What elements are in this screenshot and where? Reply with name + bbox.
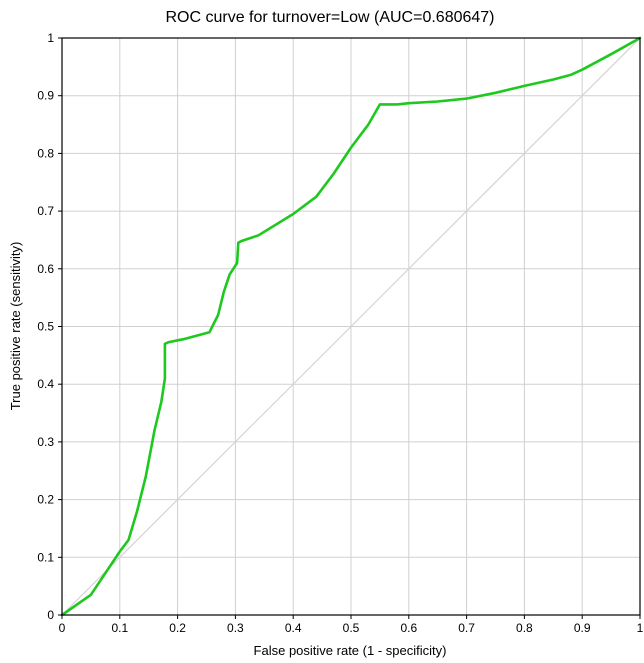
y-tick-label: 0.5: [37, 320, 54, 334]
x-tick-label: 1: [637, 621, 644, 635]
y-tick-label: 0.1: [37, 550, 54, 564]
y-tick-label: 0.8: [37, 146, 54, 160]
x-tick-labels: 0 0.1 0.2 0.3 0.4 0.5 0.6 0.7 0.8 0.9 1: [59, 621, 644, 635]
axis-ticks: [58, 37, 641, 619]
y-axis-label: True positive rate (sensitivity): [8, 242, 23, 411]
y-tick-label: 0.9: [37, 89, 54, 103]
x-tick-label: 0: [59, 621, 66, 635]
x-tick-label: 0.9: [574, 621, 591, 635]
y-tick-label: 0.3: [37, 435, 54, 449]
x-tick-label: 0.3: [227, 621, 244, 635]
y-tick-label: 0.6: [37, 262, 54, 276]
y-tick-labels: 0 0.1 0.2 0.3 0.4 0.5 0.6 0.7 0.8 0.9 1: [37, 31, 54, 622]
y-tick-label: 0.7: [37, 204, 54, 218]
y-tick-label: 1: [47, 31, 54, 45]
x-tick-label: 0.8: [516, 621, 533, 635]
x-axis-label: False positive rate (1 - specificity): [254, 643, 447, 658]
roc-curve-line: [60, 36, 642, 617]
y-tick-label: 0.2: [37, 493, 54, 507]
reference-diagonal-line: [61, 37, 641, 616]
x-tick-label: 0.1: [111, 621, 128, 635]
y-tick-label: 0.4: [37, 377, 54, 391]
chart-title: ROC curve for turnover=Low (AUC=0.680647…: [165, 9, 494, 26]
y-tick-label: 0: [47, 608, 54, 622]
x-tick-label: 0.6: [400, 621, 417, 635]
x-tick-label: 0.2: [169, 621, 186, 635]
x-tick-label: 0.4: [285, 621, 302, 635]
x-tick-label: 0.7: [458, 621, 475, 635]
x-tick-label: 0.5: [343, 621, 360, 635]
